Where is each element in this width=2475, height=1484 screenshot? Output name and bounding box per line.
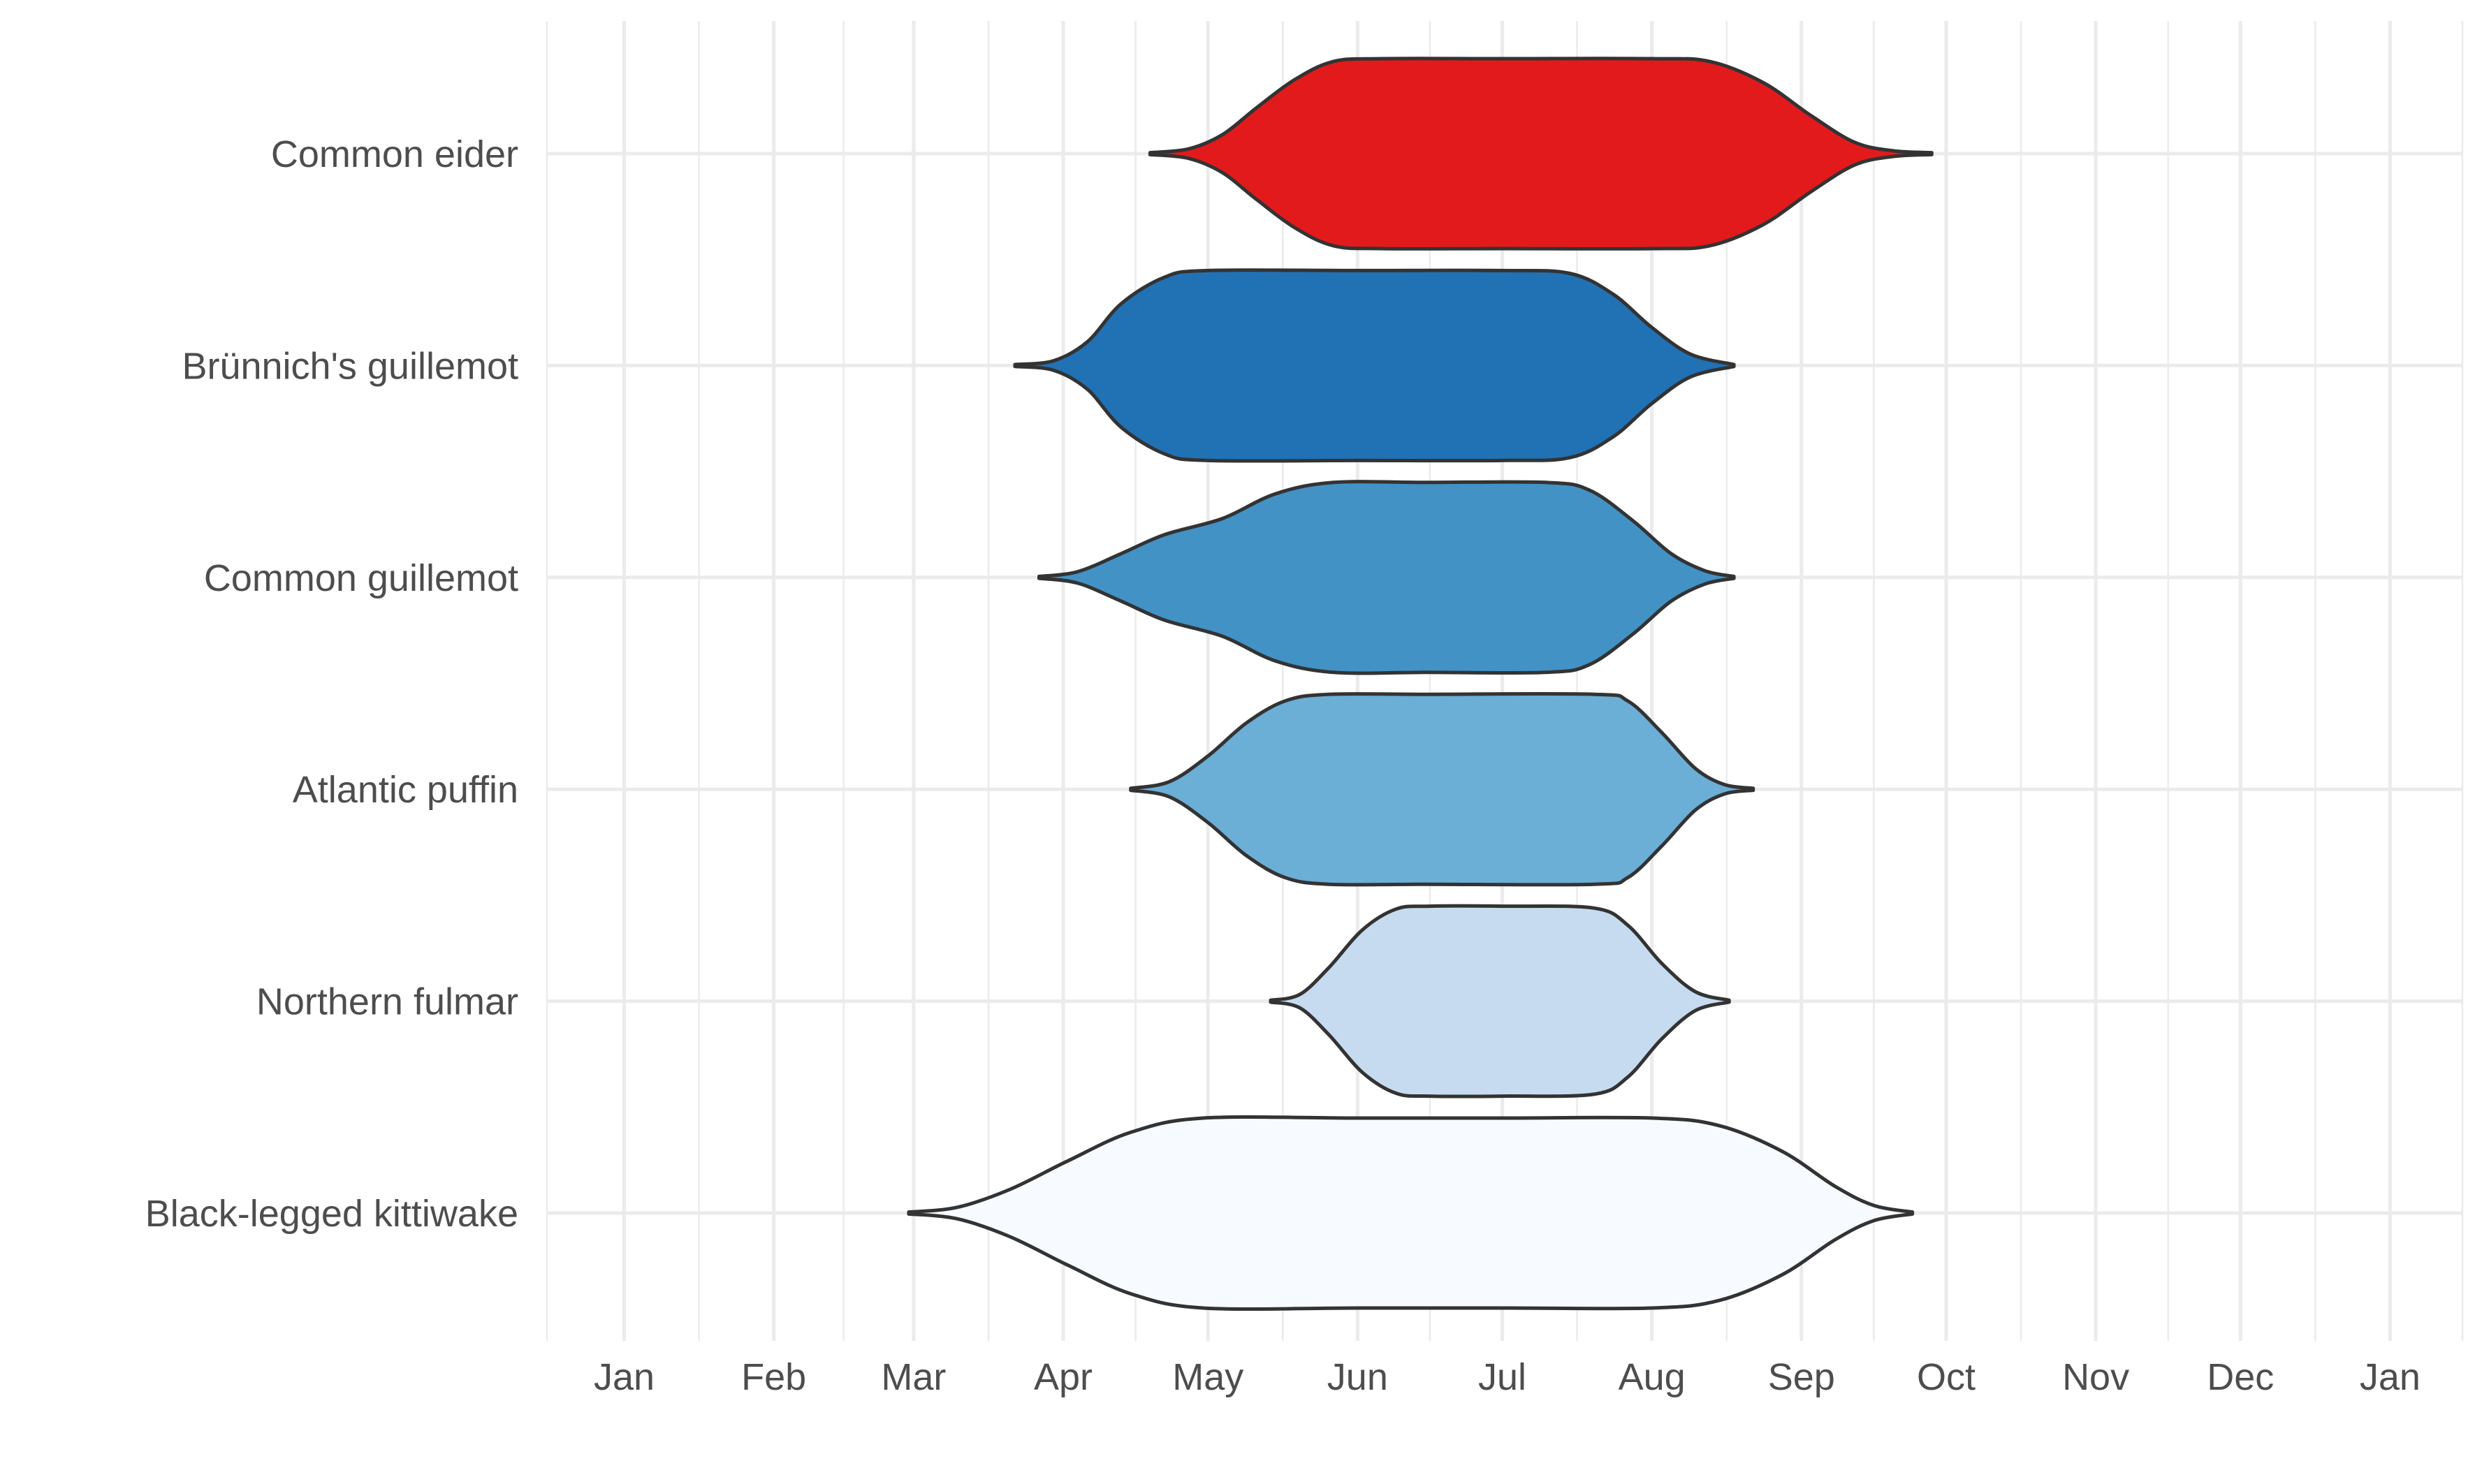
x-tick-label: Jun xyxy=(1327,1356,1388,1398)
violin-common-eider xyxy=(1148,57,1934,251)
x-tick-label: Dec xyxy=(2207,1356,2274,1398)
y-tick-label: Atlantic puffin xyxy=(293,769,518,811)
y-axis-tick-labels: Common eider Brünnich's guillemot Common g… xyxy=(145,133,518,1235)
x-tick-label: Mar xyxy=(881,1356,946,1398)
x-axis-tick-labels: Jan Feb Mar Apr May Jun Jul Aug Sep Oct Nov Dec Jan xyxy=(594,1356,2421,1398)
x-tick-label: Apr xyxy=(1034,1356,1093,1398)
y-tick-label: Brünnich's guillemot xyxy=(182,345,518,387)
violin-black-legged-kittiwake xyxy=(907,1115,1915,1312)
x-tick-label: Jan xyxy=(2360,1356,2421,1398)
y-tick-label: Common guillemot xyxy=(204,557,518,599)
x-tick-label: Oct xyxy=(1917,1356,1976,1398)
x-tick-label: Nov xyxy=(2062,1356,2129,1398)
violin-northern-fulmar xyxy=(1269,904,1731,1099)
x-tick-label: Jul xyxy=(1478,1356,1526,1398)
x-tick-label: May xyxy=(1172,1356,1243,1398)
y-tick-label: Common eider xyxy=(271,133,518,175)
x-tick-label: Aug xyxy=(1619,1356,1686,1398)
violin-atlantic-puffin xyxy=(1129,691,1755,887)
violin-common-guillemot xyxy=(1037,480,1736,675)
violin-br-nnich-s-guillemot xyxy=(1013,268,1736,463)
x-tick-label: Jan xyxy=(594,1356,655,1398)
x-tick-label: Feb xyxy=(741,1356,806,1398)
x-tick-label: Sep xyxy=(1768,1356,1835,1398)
y-tick-label: Northern fulmar xyxy=(256,981,518,1023)
violins xyxy=(907,57,1934,1312)
y-tick-label: Black-legged kittiwake xyxy=(145,1193,518,1235)
